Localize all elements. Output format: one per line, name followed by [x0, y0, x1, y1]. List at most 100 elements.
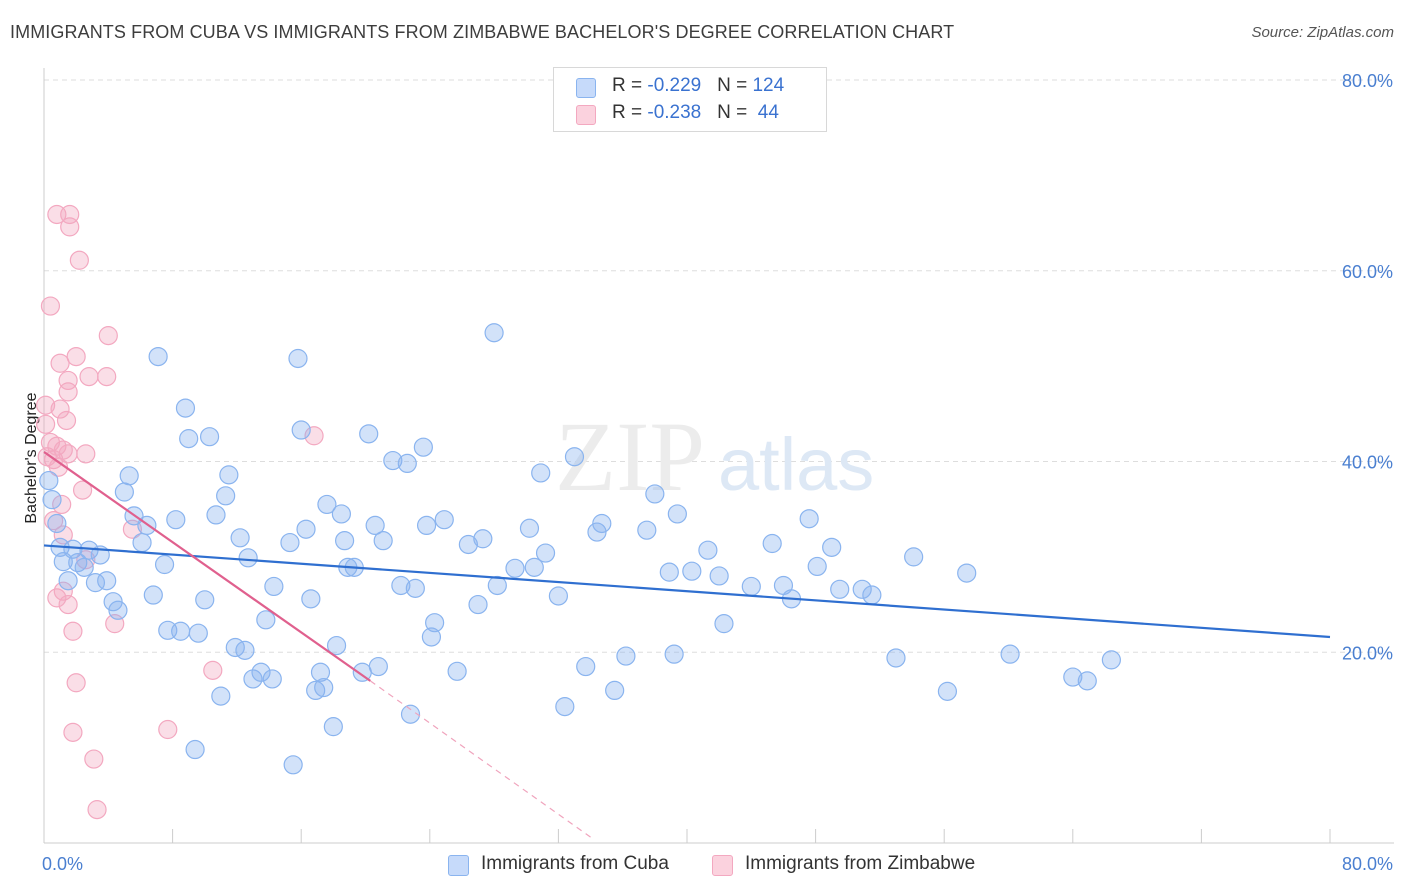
cuba-point — [667, 504, 687, 524]
cuba-point — [383, 450, 403, 471]
gridlines — [44, 79, 1394, 653]
zimbabwe-point — [76, 444, 96, 464]
cuba-point — [637, 520, 657, 540]
watermark-atlas: atlas — [718, 423, 874, 506]
cuba-point — [219, 465, 239, 485]
cuba-point — [391, 575, 411, 596]
zimbabwe-point — [98, 326, 118, 346]
cuba-point — [519, 518, 540, 538]
cuba-point — [664, 644, 684, 664]
zimbabwe-point — [66, 673, 86, 693]
correlation-legend: R = -0.229 N = 124 R = -0.238 N = 44 — [553, 67, 827, 132]
cuba-point — [762, 533, 782, 554]
cuba-point — [830, 579, 850, 599]
cuba-point — [291, 420, 311, 440]
cuba-point — [822, 537, 842, 557]
zimbabwe-point — [84, 749, 104, 769]
cuba-point — [425, 613, 445, 633]
cuba-point — [447, 661, 467, 681]
cuba-point — [238, 548, 258, 568]
zimbabwe-point — [58, 594, 78, 615]
cuba-point — [564, 447, 585, 467]
legend-n-value-cuba: 124 — [752, 75, 785, 96]
trend-lines — [43, 451, 1331, 839]
series-legend: Immigrants from Cuba Immigrants from Zim… — [0, 852, 1406, 878]
zimbabwe-point — [66, 346, 86, 367]
cuba-points — [39, 323, 1121, 775]
trend-line-zimbabwe — [43, 451, 371, 682]
cuba-point — [397, 453, 417, 474]
legend-swatch-cuba — [576, 78, 596, 98]
cuba-point — [326, 635, 347, 656]
cuba-point — [413, 437, 433, 457]
cuba-point — [119, 466, 139, 486]
zimbabwe-point — [158, 719, 178, 740]
cuba-point — [256, 610, 276, 630]
cuba-point — [484, 323, 504, 343]
zimbabwe-point — [44, 511, 64, 531]
cuba-point — [904, 547, 924, 567]
zimbabwe-point — [36, 414, 56, 434]
zimbabwe-point — [58, 370, 78, 391]
zimbabwe-point — [87, 800, 107, 820]
cuba-point — [206, 505, 226, 525]
cuba-point — [148, 346, 168, 367]
legend-r-value-zimbabwe: -0.238 — [647, 102, 702, 123]
cuba-point — [185, 739, 205, 760]
cuba-point — [709, 566, 729, 586]
watermark: ZIP atlas — [555, 401, 874, 512]
trend-line-zimbabwe-extension — [369, 680, 593, 839]
cuba-point — [807, 556, 827, 577]
cuba-point — [132, 532, 152, 553]
source-label: Source: ZipAtlas.com — [1251, 24, 1394, 41]
cuba-point — [616, 646, 636, 666]
cuba-point — [114, 482, 134, 502]
cuba-point — [235, 640, 255, 660]
y-tick-label: 80.0% — [1342, 71, 1393, 91]
cuba-point — [175, 398, 196, 418]
cuba-point — [548, 586, 569, 606]
zimbabwe-point — [63, 621, 83, 641]
cuba-point — [886, 648, 906, 668]
y-tick-label: 20.0% — [1342, 643, 1393, 663]
zimbabwe-point — [50, 399, 70, 419]
cuba-point — [331, 504, 351, 524]
cuba-point — [862, 585, 882, 605]
legend-label-zimbabwe: Immigrants from Zimbabwe — [745, 853, 976, 874]
cuba-point — [592, 513, 612, 534]
cuba-point — [576, 656, 596, 677]
cuba-point — [682, 561, 702, 581]
cuba-point — [108, 600, 128, 620]
cuba-point — [405, 578, 425, 598]
y-tick-label: 40.0% — [1342, 453, 1393, 473]
cuba-point — [143, 585, 163, 605]
cuba-point — [531, 463, 551, 483]
cuba-point — [171, 621, 191, 641]
cuba-point — [166, 510, 186, 530]
legend-n-value-zimbabwe: 44 — [752, 102, 779, 123]
cuba-point — [373, 531, 393, 551]
cuba-point — [458, 534, 478, 555]
cuba-point — [195, 590, 215, 610]
zimbabwe-point — [60, 217, 80, 237]
cuba-point — [365, 515, 385, 536]
cuba-point — [280, 532, 300, 553]
watermark-zip: ZIP — [555, 401, 705, 512]
cuba-point — [535, 543, 556, 563]
cuba-point — [957, 563, 977, 583]
cuba-point — [230, 528, 250, 548]
legend-swatch-zimbabwe — [576, 105, 596, 125]
cuba-point — [283, 755, 303, 775]
zimbabwe-point — [50, 353, 70, 373]
cuba-point — [400, 704, 421, 724]
zimbabwe-point — [58, 382, 78, 402]
cuba-point — [421, 627, 442, 647]
y-tick-label: 60.0% — [1342, 262, 1393, 282]
cuba-point — [555, 697, 575, 717]
cuba-point — [416, 515, 437, 536]
zimbabwe-point — [72, 480, 93, 500]
cuba-point — [317, 494, 337, 515]
cuba-point — [39, 470, 59, 491]
zimbabwe-point — [36, 395, 56, 415]
legend-swatch-cuba — [448, 855, 469, 876]
